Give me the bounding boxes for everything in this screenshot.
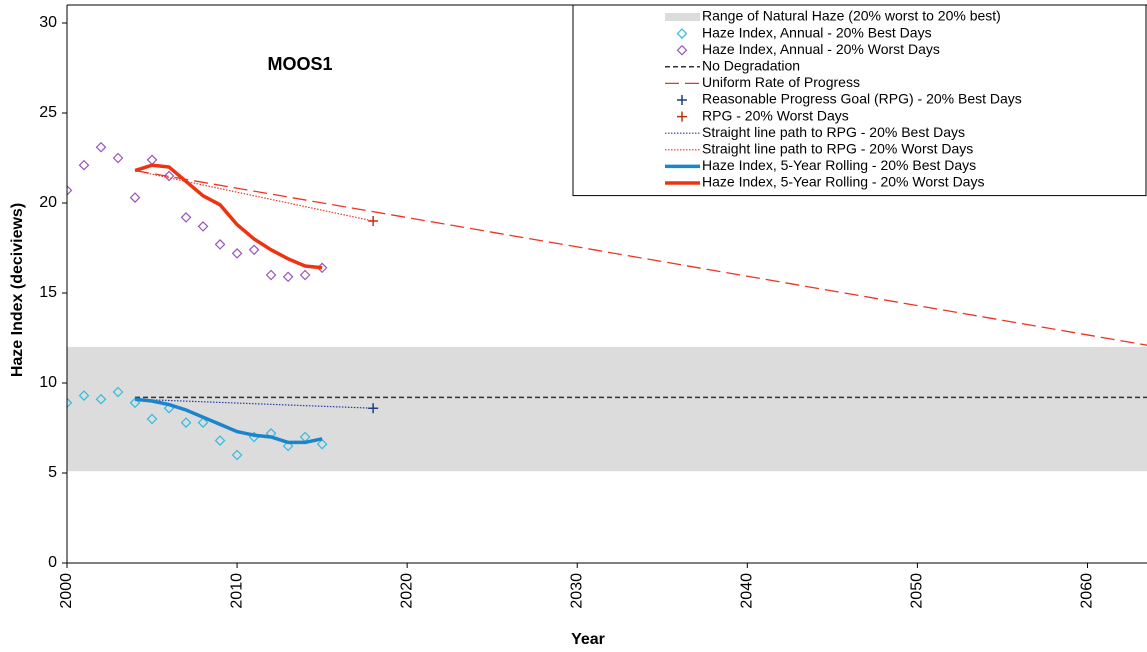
y-tick-label: 25: [39, 104, 57, 121]
y-axis-label: Haze Index (deciviews): [9, 203, 26, 377]
natural-haze-band: [67, 347, 1147, 472]
y-tick-label: 30: [39, 14, 57, 31]
annual-point: [129, 192, 141, 203]
legend-label: Range of Natural Haze (20% worst to 20% …: [702, 8, 1001, 24]
legend-label: Uniform Rate of Progress: [702, 74, 860, 90]
annual-point: [316, 438, 328, 450]
y-tick-label: 10: [39, 374, 57, 391]
x-tick-label: 2010: [228, 573, 245, 609]
annual-point: [67, 397, 73, 409]
annual-point: [146, 413, 158, 425]
annual-point: [214, 435, 226, 446]
series-line: [134, 170, 374, 222]
x-axis-label: Year: [571, 631, 605, 648]
annual-point: [214, 239, 226, 250]
annual-point: [67, 185, 73, 196]
x-tick-label: 2030: [568, 573, 585, 609]
annual-point: [282, 271, 294, 283]
legend-label: Reasonable Progress Goal (RPG) - 20% Bes…: [702, 91, 1022, 107]
legend-swatch: [665, 13, 700, 21]
legend-swatch: [677, 111, 687, 122]
legend-label: No Degradation: [702, 58, 800, 74]
legend-label: Haze Index, 5-Year Rolling - 20% Best Da…: [702, 157, 976, 173]
series-line: [134, 163, 323, 270]
legend-swatch: [676, 28, 688, 39]
series-line: [134, 397, 323, 445]
legend-swatch: [677, 95, 687, 105]
annual-point: [78, 159, 90, 171]
annual-point: [231, 449, 243, 461]
legend-swatch: [676, 44, 688, 56]
legend-label: Straight line path to RPG - 20% Best Day…: [702, 124, 965, 140]
annual-point: [95, 141, 107, 153]
annual-point: [180, 212, 192, 223]
annual-point: [78, 390, 90, 401]
legend-label: Straight line path to RPG - 20% Worst Da…: [702, 141, 973, 157]
x-tick-label: 2000: [58, 573, 75, 609]
annual-point: [197, 221, 209, 232]
annual-point: [282, 440, 294, 452]
annual-point: [95, 393, 107, 405]
y-tick-label: 20: [39, 194, 57, 211]
legend-label: RPG - 20% Worst Days: [702, 107, 849, 123]
annual-point: [180, 417, 192, 428]
legend-label: Haze Index, Annual - 20% Best Days: [702, 24, 932, 40]
annual-point: [197, 417, 209, 428]
annual-point: [112, 386, 124, 398]
x-tick-label: 2060: [1079, 573, 1096, 609]
rpg-point: [368, 216, 379, 226]
annual-point: [265, 269, 277, 281]
x-tick-label: 2020: [398, 573, 415, 609]
annual-point: [146, 154, 158, 166]
series-line: [135, 398, 374, 409]
plot: [67, 141, 1147, 472]
series-line: [134, 169, 1147, 346]
annual-point: [231, 248, 243, 259]
y-tick-label: 5: [48, 464, 57, 481]
legend-label: Haze Index, 5-Year Rolling - 20% Worst D…: [702, 174, 984, 190]
annual-point: [112, 152, 124, 164]
chart-title: MOOS1: [267, 54, 332, 74]
legend-label: Haze Index, Annual - 20% Worst Days: [702, 41, 940, 57]
annual-point: [163, 170, 175, 182]
legend-box: [572, 4, 1147, 197]
x-tick-label: 2040: [739, 573, 756, 609]
annual-point: [248, 244, 260, 256]
y-tick-label: 15: [39, 284, 57, 301]
annual-point: [129, 397, 141, 409]
annual-point: [299, 269, 311, 281]
y-tick-label: 0: [48, 554, 57, 571]
x-tick-label: 2050: [909, 573, 926, 609]
